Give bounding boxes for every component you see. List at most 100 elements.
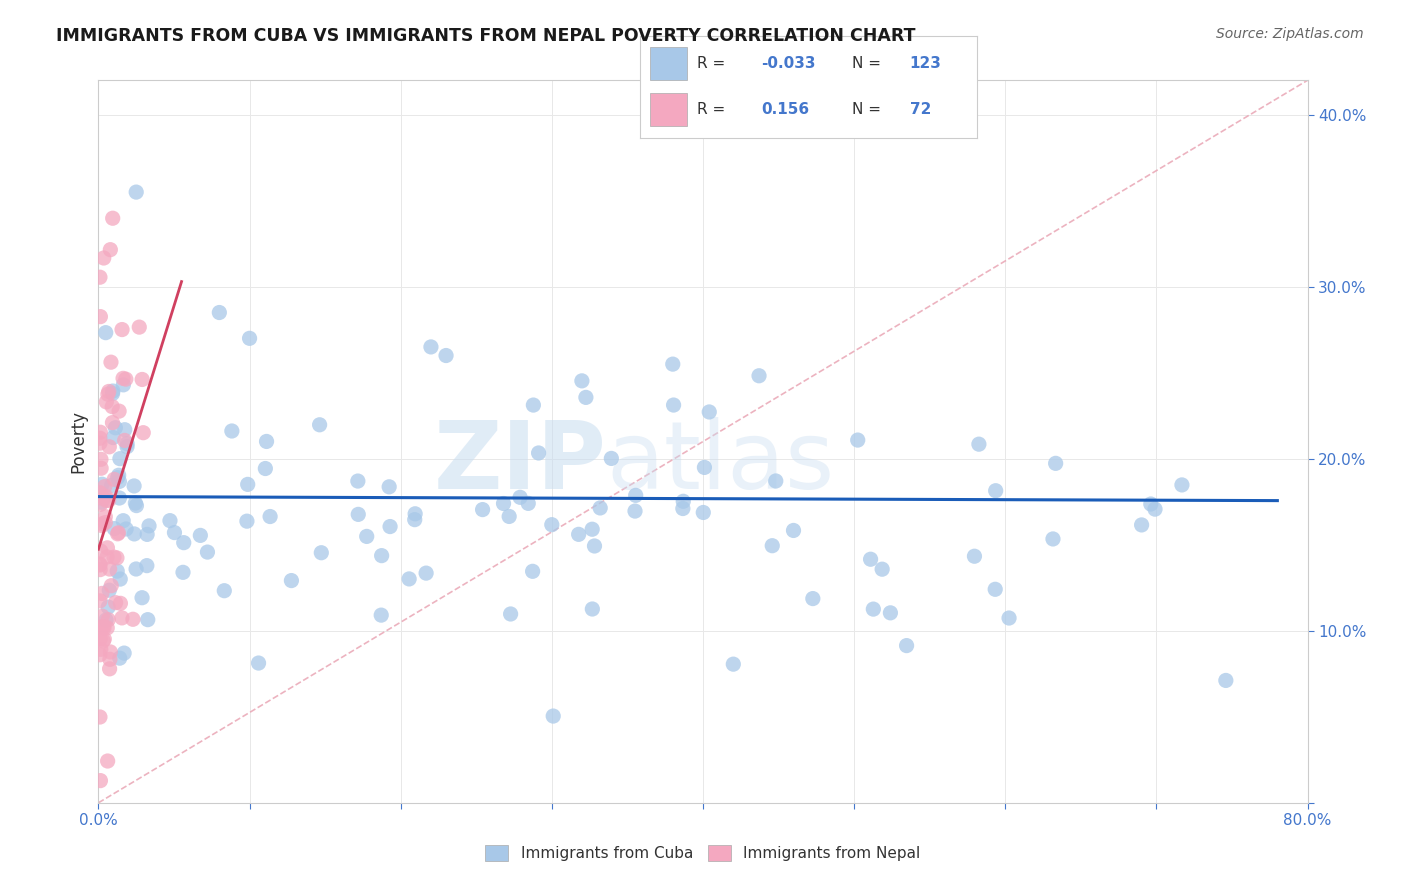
Point <box>998 611 1021 625</box>
Point <box>114 372 136 386</box>
Point <box>896 639 918 653</box>
Point <box>692 506 714 520</box>
Point <box>108 451 131 466</box>
Point <box>172 566 194 580</box>
Point <box>91 609 114 624</box>
Point <box>108 491 131 505</box>
Point <box>89 648 111 662</box>
Point <box>112 371 135 385</box>
Point <box>136 527 159 541</box>
Point <box>97 600 120 615</box>
Point <box>114 423 136 437</box>
Point <box>107 526 129 541</box>
Point <box>98 562 121 576</box>
Point <box>522 564 544 578</box>
Point <box>404 513 426 527</box>
Point <box>100 478 122 492</box>
Point <box>131 372 153 386</box>
Point <box>370 549 392 563</box>
Y-axis label: Poverty: Poverty <box>69 410 87 473</box>
Point <box>761 539 783 553</box>
Point <box>89 558 111 572</box>
Text: N =: N = <box>852 56 886 70</box>
Point <box>600 451 623 466</box>
Point <box>89 563 111 577</box>
Point <box>136 613 159 627</box>
Point <box>97 387 120 401</box>
Point <box>114 434 136 448</box>
Point <box>1139 497 1161 511</box>
Point <box>208 305 231 319</box>
Point <box>963 549 986 564</box>
Point <box>356 529 378 543</box>
Bar <box>650 93 688 126</box>
Point <box>132 425 155 440</box>
Point <box>846 433 869 447</box>
Point <box>98 652 121 666</box>
Bar <box>650 47 688 79</box>
Point <box>89 431 111 445</box>
Point <box>870 562 893 576</box>
Point <box>110 572 132 586</box>
Point <box>105 564 128 578</box>
Point <box>89 270 111 285</box>
Point <box>540 517 562 532</box>
Point <box>94 490 117 504</box>
Point <box>115 522 138 536</box>
Point <box>100 579 122 593</box>
Point <box>101 384 124 398</box>
Point <box>188 528 211 542</box>
Point <box>90 518 112 533</box>
Point <box>163 525 186 540</box>
Point <box>522 398 544 412</box>
Point <box>94 516 117 530</box>
Point <box>723 657 745 672</box>
Point <box>879 606 901 620</box>
Point <box>108 651 131 665</box>
Point <box>122 612 145 626</box>
Point <box>122 479 145 493</box>
Text: 0.156: 0.156 <box>761 102 810 117</box>
Point <box>568 527 591 541</box>
Point <box>280 574 302 588</box>
Point <box>98 645 121 659</box>
Point <box>110 596 132 610</box>
Point <box>347 508 370 522</box>
Point <box>492 496 515 510</box>
Point <box>90 620 112 634</box>
Point <box>104 421 127 435</box>
Point <box>98 440 121 454</box>
Point <box>517 496 540 510</box>
Point <box>96 395 118 409</box>
Point <box>541 709 564 723</box>
Point <box>221 424 243 438</box>
Point <box>404 507 426 521</box>
Point <box>1215 673 1237 688</box>
Point <box>115 440 138 454</box>
Point <box>499 607 522 621</box>
Point <box>89 594 111 608</box>
Text: Source: ZipAtlas.com: Source: ZipAtlas.com <box>1216 27 1364 41</box>
Point <box>90 491 112 505</box>
Point <box>862 602 884 616</box>
Point <box>93 251 115 265</box>
Point <box>111 611 134 625</box>
Point <box>859 552 882 566</box>
Text: 123: 123 <box>910 56 942 70</box>
Point <box>93 619 115 633</box>
Point <box>1042 532 1064 546</box>
Point <box>125 562 148 576</box>
Text: 72: 72 <box>910 102 931 117</box>
Point <box>91 491 114 505</box>
Point <box>103 472 125 486</box>
Point <box>90 586 112 600</box>
Point <box>256 434 278 449</box>
Point <box>247 656 270 670</box>
Point <box>89 310 111 324</box>
Point <box>159 514 181 528</box>
Point <box>672 501 695 516</box>
Point <box>91 633 114 648</box>
Point <box>765 474 787 488</box>
Point <box>254 461 277 475</box>
Point <box>782 524 804 538</box>
